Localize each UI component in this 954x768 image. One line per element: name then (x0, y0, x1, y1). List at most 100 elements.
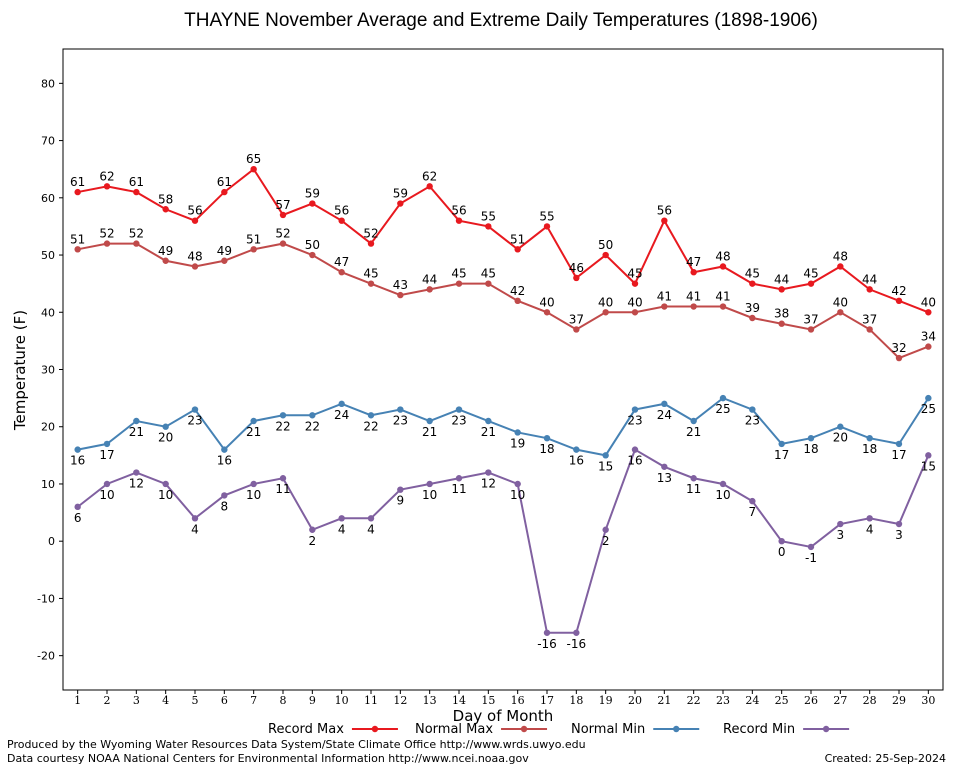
data-label: 65 (246, 152, 261, 166)
x-tick-label: 9 (309, 694, 316, 707)
data-label: 18 (803, 442, 818, 456)
data-label: 40 (627, 295, 642, 309)
data-point (309, 200, 316, 207)
data-point (837, 520, 844, 528)
y-tick-label: 10 (41, 478, 55, 491)
data-point (133, 417, 140, 425)
data-label: 59 (305, 187, 320, 201)
data-label: 24 (657, 408, 672, 422)
x-tick-label: 17 (540, 694, 554, 707)
x-tick-label: 3 (133, 694, 140, 707)
data-point (837, 263, 844, 270)
data-point (74, 188, 81, 196)
data-label: 48 (187, 249, 202, 263)
x-tick-label: 6 (221, 694, 228, 707)
data-point (749, 497, 756, 505)
data-point (279, 412, 287, 419)
data-point (367, 240, 375, 247)
data-label: 56 (334, 204, 349, 218)
data-label: 23 (393, 414, 408, 428)
data-point (543, 629, 551, 636)
data-point (602, 309, 609, 316)
data-label: 52 (99, 227, 114, 241)
data-point (661, 400, 668, 408)
data-point (778, 286, 785, 293)
data-label: 44 (422, 272, 437, 286)
data-label: 4 (191, 522, 199, 536)
data-point (690, 269, 697, 276)
data-point (925, 452, 932, 459)
data-point (602, 526, 609, 533)
data-label: 45 (481, 267, 496, 281)
data-point (338, 400, 345, 408)
data-label: 4 (367, 522, 375, 536)
data-label: 39 (745, 301, 760, 315)
footer-created: Created: 25-Sep-2024 (824, 752, 946, 765)
data-point (661, 217, 668, 224)
data-label: 12 (481, 477, 496, 491)
data-label: 2 (602, 534, 610, 548)
data-label: 6 (74, 511, 82, 525)
data-label: 41 (686, 290, 701, 304)
data-label: 46 (569, 261, 584, 275)
data-point (485, 280, 492, 287)
data-point (895, 354, 903, 362)
data-point (661, 303, 668, 310)
data-label: 52 (363, 227, 378, 241)
data-point (837, 423, 844, 430)
data-label: 22 (363, 419, 378, 433)
data-point (866, 434, 873, 442)
data-label: 47 (334, 255, 349, 269)
data-point (309, 251, 316, 259)
data-label: 21 (129, 425, 144, 439)
data-label: 44 (862, 272, 877, 286)
data-point (719, 480, 727, 488)
legend-item: Record Max (268, 722, 398, 737)
y-tick-label: 50 (41, 249, 55, 262)
legend: Record Max Normal Max Normal Min Record Min (268, 722, 850, 737)
data-label: 40 (539, 295, 554, 309)
data-label: 10 (158, 488, 173, 502)
data-label: 52 (275, 227, 290, 241)
data-label: 11 (451, 482, 466, 496)
data-point (514, 480, 521, 488)
data-label: 16 (627, 454, 642, 468)
data-label: 52 (129, 227, 144, 241)
data-point (221, 257, 228, 264)
data-point (338, 269, 345, 276)
x-tick-label: 28 (863, 694, 877, 707)
data-point (514, 297, 521, 305)
data-point (543, 223, 551, 230)
data-point (661, 463, 668, 470)
data-point (602, 251, 609, 259)
data-label: 34 (921, 330, 936, 344)
data-label: 17 (99, 448, 114, 462)
data-label: 40 (598, 295, 613, 309)
data-label: 17 (774, 448, 789, 462)
x-tick-label: 13 (423, 694, 437, 707)
data-label: 4 (338, 522, 346, 536)
data-label: 21 (481, 425, 496, 439)
data-point (895, 440, 903, 448)
data-point (690, 475, 697, 482)
data-point (573, 446, 580, 453)
legend-marker (520, 725, 528, 733)
data-label: 10 (715, 488, 730, 502)
data-label: 23 (187, 414, 202, 428)
series-record-min: 6 10 12 10 4 8 10 11 2 4 4 9 10 11 12 10 -16 -16 2 16 13 11 10… (74, 446, 936, 651)
data-point (191, 263, 199, 270)
data-label: 49 (217, 244, 232, 258)
data-label: 15 (921, 459, 936, 473)
data-point (602, 452, 609, 459)
data-point (191, 406, 199, 413)
plot-frame (62, 48, 944, 691)
x-tick-label: 7 (250, 694, 257, 707)
series-line (77, 242, 929, 360)
y-tick-label: 80 (41, 77, 55, 90)
data-label: 20 (833, 431, 848, 445)
data-point (338, 515, 345, 522)
legend-label: Normal Min (571, 722, 645, 737)
series-line (77, 167, 929, 314)
data-point (485, 223, 492, 230)
x-tick-label: 18 (569, 694, 583, 707)
